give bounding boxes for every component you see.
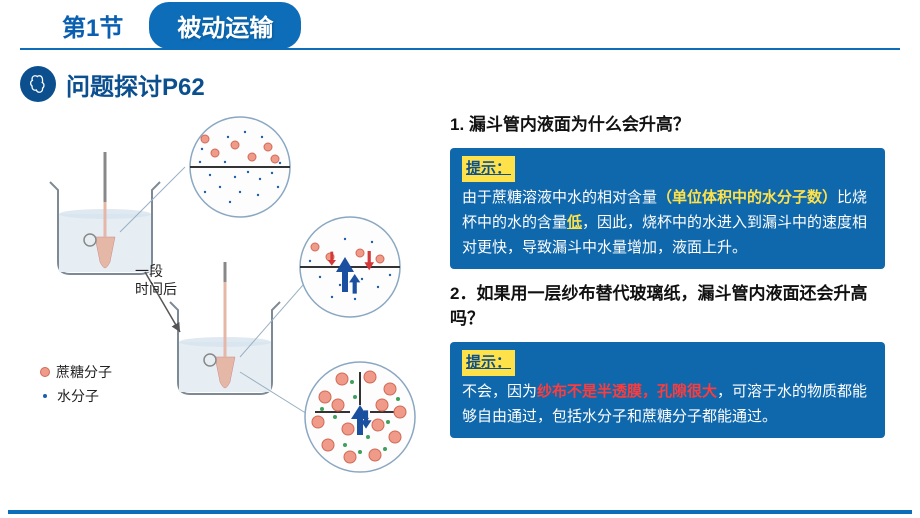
footer-line [8,510,912,514]
time-label: 一段 时间后 [135,262,177,298]
header-underline [20,48,900,50]
a1-text: 由于蔗糖溶液中水的相对含量（单位体积中的水分子数）比烧杯中的水的含量低，因此，烧… [462,189,867,256]
hint-label-1: 提示： [462,156,515,183]
brain-icon [20,66,56,102]
water-dot-icon [43,394,47,398]
legend: 蔗糖分子 水分子 [40,362,112,410]
subheader: 问题探讨P62 [20,66,920,102]
answer-box-1: 提示： 由于蔗糖溶液中水的相对含量（单位体积中的水分子数）比烧杯中的水的含量低，… [450,148,885,269]
a1-hl2: 低 [567,214,582,231]
section-label: 第1节 [62,8,123,43]
slide-header: 第1节 被动运输 [0,0,920,50]
a1-hl1: （单位体积中的水分子数） [657,189,837,206]
answer-box-2: 提示： 不会，因为纱布不是半透膜，孔隙很大，可溶于水的物质都能够自由通过，包括水… [450,342,885,438]
a1-pre: 由于蔗糖溶液中水的相对含量 [462,189,657,206]
sucrose-dot-icon [40,367,50,377]
question-2: 2．如果用一层纱布替代玻璃纸，漏斗管内液面还会升高吗？ [450,281,885,332]
a2-text: 不会，因为纱布不是半透膜，孔隙很大，可溶于水的物质都能够自由通过，包括水分子和蔗… [462,383,867,425]
question-1: 1. 漏斗管内液面为什么会升高？ [450,112,885,138]
legend-water: 水分子 [40,386,112,406]
time-label-line2: 时间后 [135,281,177,297]
diagram-svg [20,112,460,482]
legend-water-label: 水分子 [57,386,99,406]
legend-sucrose-label: 蔗糖分子 [56,362,112,382]
content-row: 一段 时间后 蔗糖分子 水分子 1. 漏斗管内液面为什么会升高？ 提示： 由于蔗… [0,112,920,487]
hint-label-2: 提示： [462,350,515,377]
a2-pre: 不会，因为 [462,383,537,400]
qa-area: 1. 漏斗管内液面为什么会升高？ 提示： 由于蔗糖溶液中水的相对含量（单位体积中… [450,112,900,487]
subtitle: 问题探讨P62 [66,67,205,102]
slide-title: 被动运输 [149,2,301,49]
time-label-line1: 一段 [135,263,163,279]
a2-hl: 纱布不是半透膜，孔隙很大 [537,383,717,400]
diagram-area: 一段 时间后 蔗糖分子 水分子 [0,112,450,487]
legend-sucrose: 蔗糖分子 [40,362,112,382]
